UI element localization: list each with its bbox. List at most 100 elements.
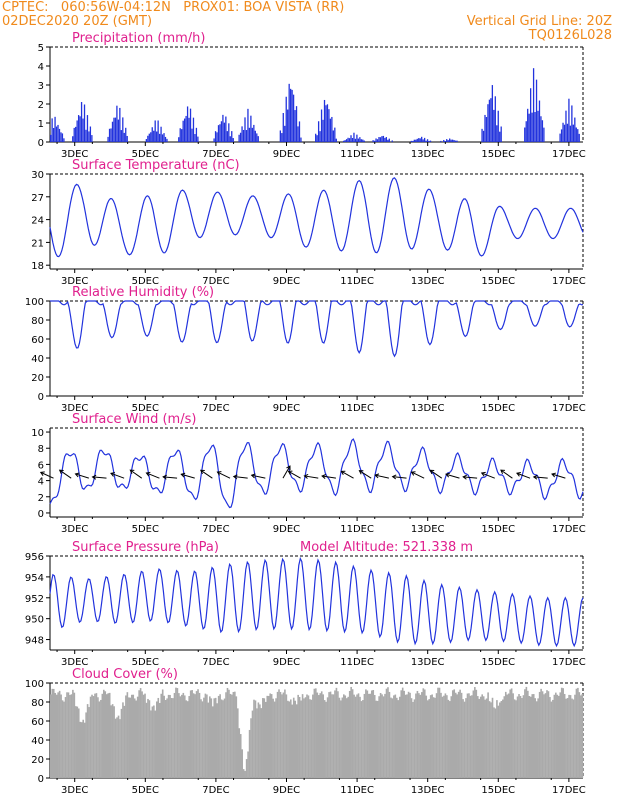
precip-bar — [343, 140, 345, 142]
cloud-bar — [502, 699, 504, 778]
cloud-bar — [244, 770, 246, 778]
precip-bar — [315, 133, 317, 142]
precip-bar — [454, 140, 457, 142]
precip-bar — [577, 129, 579, 142]
x-tick-label: 13DEC — [411, 524, 445, 535]
cloud-bar — [139, 688, 142, 778]
y-tick-label: 60 — [31, 717, 44, 728]
cloud-bar — [506, 694, 509, 778]
cloud-bar — [303, 698, 305, 778]
y-tick-label: 2 — [38, 100, 44, 111]
precip-bar — [213, 138, 215, 142]
y-tick-label: 40 — [31, 354, 44, 365]
x-tick-label: 7DEC — [202, 785, 229, 796]
wind-arrow — [411, 471, 425, 479]
wind-arrow — [445, 473, 460, 479]
precip-bar — [287, 109, 289, 142]
precip-bar — [356, 134, 358, 142]
cloud-bar — [294, 700, 297, 778]
x-tick-label: 11DEC — [340, 785, 374, 796]
wind-arrow — [217, 471, 231, 479]
x-tick-label: 5DEC — [132, 403, 159, 414]
cloud-bar — [172, 698, 174, 778]
cloud-bar — [281, 694, 283, 778]
cloud-bar — [50, 694, 52, 778]
cloud-bar — [475, 689, 478, 778]
wind-arrow-head — [391, 474, 397, 480]
cloud-bar — [382, 696, 385, 778]
y-tick-label: 948 — [25, 636, 44, 647]
wind-arrow — [359, 470, 372, 479]
precip-bar — [360, 139, 362, 142]
cloud-bar — [203, 697, 205, 778]
precip-bar — [231, 131, 233, 142]
cloud-bar — [133, 698, 136, 778]
y-tick-label: 3 — [38, 81, 44, 92]
precip-bar — [111, 121, 114, 142]
precip-bar — [113, 117, 115, 142]
y-tick-label: 4 — [38, 62, 44, 73]
precip-bar — [381, 136, 383, 142]
cloud-bar — [151, 706, 154, 778]
wind-arrow-head — [429, 469, 435, 475]
cloud-bar — [135, 700, 137, 778]
precip-bar — [191, 128, 193, 142]
panel-2: 18 21 24 27 30 3DEC 5DEC 7DEC 9DEC 11DEC 13DEC 15DE… — [31, 158, 585, 287]
precip-bar — [568, 98, 570, 142]
cloud-bar — [104, 691, 107, 778]
cloud-bar — [52, 688, 55, 778]
precip-bar — [532, 68, 535, 142]
cloud-bar — [466, 693, 469, 778]
precip-bar — [323, 99, 326, 142]
cloud-bar — [476, 696, 479, 778]
precip-bar — [488, 99, 491, 142]
wind-arrow — [429, 469, 443, 479]
cloud-bar — [478, 698, 481, 778]
precip-bar — [220, 121, 223, 142]
precip-bar — [242, 129, 245, 142]
cloud-bar — [136, 696, 139, 778]
precip-bar — [117, 119, 120, 142]
cloud-bar — [153, 705, 155, 778]
precip-bar — [350, 135, 352, 142]
precip-bar — [415, 139, 417, 142]
wind-arrow — [282, 465, 291, 479]
wind-arrow-head — [180, 472, 186, 478]
cloud-bar — [497, 705, 500, 778]
cloud-bar — [393, 695, 395, 778]
x-tick-label: 5DEC — [132, 657, 159, 668]
precip-bar — [192, 117, 195, 142]
x-tick-label: 15DEC — [481, 657, 515, 668]
cloud-bar — [231, 694, 233, 778]
cloud-bar — [145, 702, 148, 778]
precip-bar — [241, 126, 243, 142]
cloud-bar — [444, 693, 447, 778]
precip-bar — [534, 112, 536, 142]
cloud-bar — [569, 695, 572, 778]
cloud-bar — [241, 749, 244, 778]
cloud-bar — [334, 690, 336, 778]
precip-bar — [334, 127, 336, 142]
precip-bar — [226, 131, 228, 142]
cloud-bar — [89, 696, 92, 778]
precip-bar — [61, 133, 64, 142]
precip-bar — [251, 127, 254, 142]
cloud-bar — [534, 698, 537, 778]
cloud-bar — [404, 694, 407, 778]
cloud-bar — [493, 707, 495, 778]
cloud-bar — [474, 687, 476, 778]
cloud-bar — [546, 690, 548, 778]
wind-arrow-head — [340, 470, 346, 476]
cloud-bar — [88, 707, 90, 778]
y-tick-label: 954 — [25, 573, 44, 584]
cloud-bar — [191, 690, 193, 778]
precip-bar — [565, 110, 567, 142]
precip-bar — [348, 138, 351, 142]
cloud-bar — [578, 692, 581, 778]
precip-bar — [55, 126, 58, 142]
cloud-bar — [535, 701, 538, 778]
precip-bar — [524, 127, 526, 142]
precip-bar — [107, 136, 109, 142]
precip-bar — [418, 138, 420, 142]
cloud-bar — [565, 698, 567, 778]
